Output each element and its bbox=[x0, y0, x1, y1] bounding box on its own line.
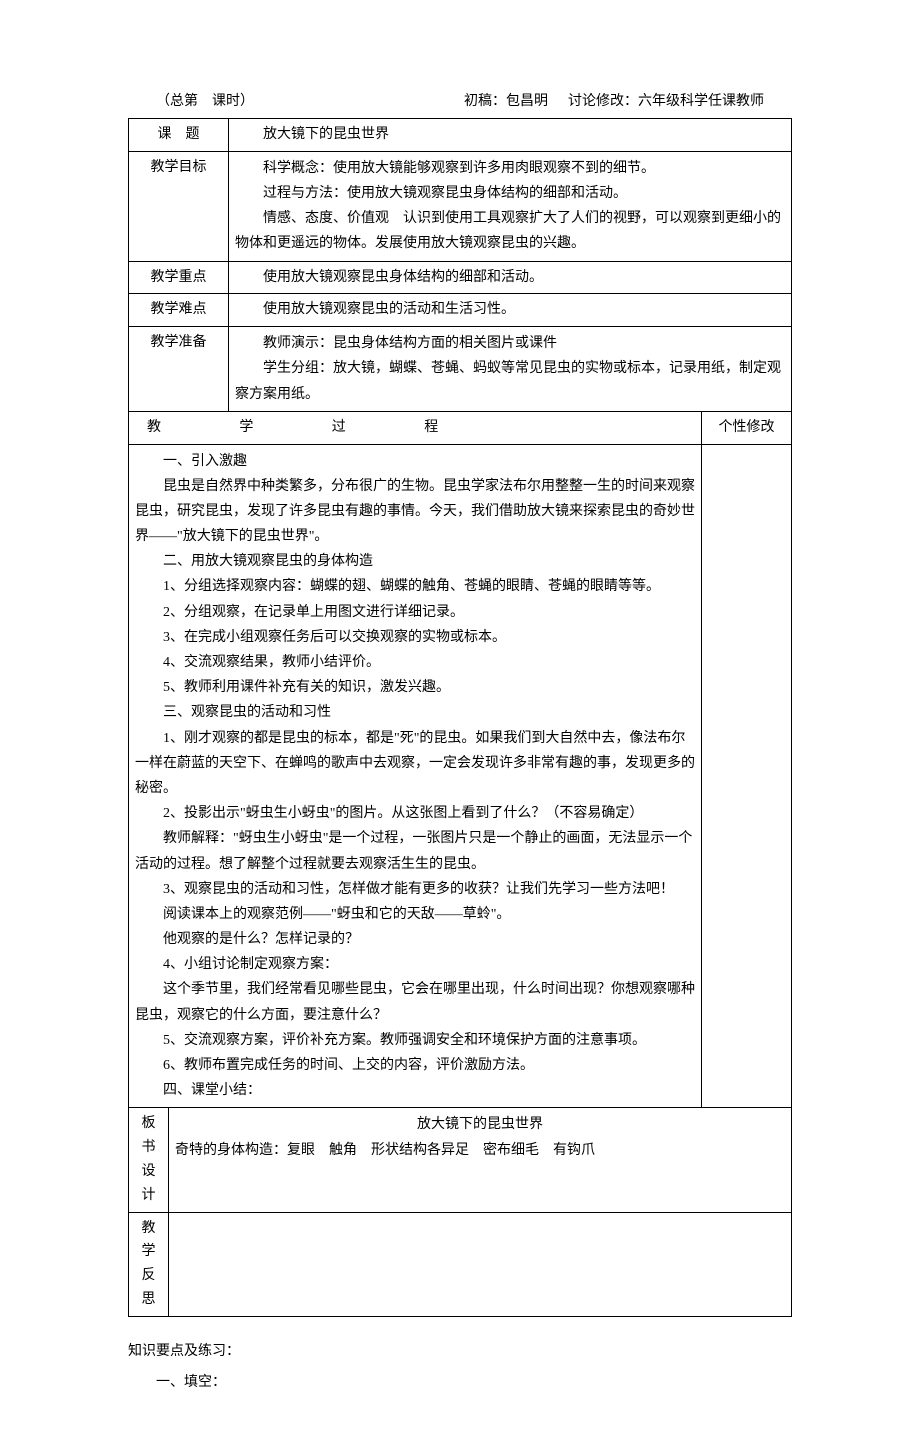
header-line: （总第 课时） 初稿：包昌明 讨论修改：六年级科学任课教师 bbox=[128, 90, 792, 110]
board-title: 放大镜下的昆虫世界 bbox=[175, 1112, 785, 1137]
value-topic: 放大镜下的昆虫世界 bbox=[229, 119, 792, 152]
goal-line-1: 科学概念：使用放大镜能够观察到许多用肉眼观察不到的细节。 bbox=[235, 156, 785, 181]
goal-line-2: 过程与方法：使用放大镜观察昆虫身体结构的细部和活动。 bbox=[235, 181, 785, 206]
label-prep: 教学准备 bbox=[129, 327, 229, 412]
process-content: 一、引入激趣 昆虫是自然界中种类繁多，分布很广的生物。昆虫学家法布尔用整整一生的… bbox=[129, 444, 702, 1108]
value-prep: 教师演示：昆虫身体结构方面的相关图片或课件 学生分组：放大镜，蝴蝶、苍蝇、蚂蚁等… bbox=[229, 327, 792, 412]
s2-1: 1、分组选择观察内容：蝴蝶的翅、蝴蝶的触角、苍蝇的眼睛、苍蝇的眼睛等等。 bbox=[135, 574, 695, 599]
s2-3: 3、在完成小组观察任务后可以交换观察的实物或标本。 bbox=[135, 625, 695, 650]
lesson-plan-table: 课 题 放大镜下的昆虫世界 教学目标 科学概念：使用放大镜能够观察到许多用肉眼观… bbox=[128, 118, 792, 1317]
label-goal: 教学目标 bbox=[129, 151, 229, 261]
process-label-text: 教 学 过 程 bbox=[135, 420, 455, 435]
s3-3b: 阅读课本上的观察范例——"蚜虫和它的天敌——草蛉"。 bbox=[135, 902, 695, 927]
row-process-body: 一、引入激趣 昆虫是自然界中种类繁多，分布很广的生物。昆虫学家法布尔用整整一生的… bbox=[129, 444, 792, 1108]
lesson-plan-page: （总第 课时） 初稿：包昌明 讨论修改：六年级科学任课教师 课 题 放大镜下的昆… bbox=[0, 0, 920, 1438]
value-goal: 科学概念：使用放大镜能够观察到许多用肉眼观察不到的细节。 过程与方法：使用放大镜… bbox=[229, 151, 792, 261]
header-left: （总第 课时） bbox=[156, 90, 254, 110]
row-board: 板书设计 放大镜下的昆虫世界 奇特的身体构造：复眼 触角 形状结构各异足 密布细… bbox=[129, 1108, 792, 1212]
row-difficulty: 教学难点 使用放大镜观察昆虫的活动和生活习性。 bbox=[129, 294, 792, 327]
row-keypoint: 教学重点 使用放大镜观察昆虫身体结构的细部和活动。 bbox=[129, 261, 792, 294]
s4-title: 四、课堂小结： bbox=[135, 1078, 695, 1103]
label-board: 板书设计 bbox=[129, 1108, 169, 1212]
s1-p1: 昆虫是自然界中种类繁多，分布很广的生物。昆虫学家法布尔用整整一生的时间来观察昆虫… bbox=[135, 474, 695, 550]
s3-2: 2、投影出示"蚜虫生小蚜虫"的图片。从这张图上看到了什么？（不容易确定） bbox=[135, 801, 695, 826]
s3-4: 4、小组讨论制定观察方案： bbox=[135, 952, 695, 977]
s3-2b: 教师解释："蚜虫生小蚜虫"是一个过程，一张图片只是一个静止的画面，无法显示一个活… bbox=[135, 826, 695, 876]
value-board: 放大镜下的昆虫世界 奇特的身体构造：复眼 触角 形状结构各异足 密布细毛 有钩爪 bbox=[169, 1108, 792, 1212]
s2-2: 2、分组观察，在记录单上用图文进行详细记录。 bbox=[135, 600, 695, 625]
row-reflection: 教学反思 bbox=[129, 1212, 792, 1316]
keypoint-text: 使用放大镜观察昆虫身体结构的细部和活动。 bbox=[235, 266, 785, 290]
s3-5: 5、交流观察方案，评价补充方案。教师强调安全和环境保护方面的注意事项。 bbox=[135, 1028, 695, 1053]
label-keypoint: 教学重点 bbox=[129, 261, 229, 294]
prep-line-2: 学生分组：放大镜，蝴蝶、苍蝇、蚂蚁等常见昆虫的实物或标本，记录用纸，制定观察方案… bbox=[235, 356, 785, 406]
label-topic: 课 题 bbox=[129, 119, 229, 152]
label-reflection: 教学反思 bbox=[129, 1212, 169, 1316]
value-reflection bbox=[169, 1212, 792, 1316]
difficulty-text: 使用放大镜观察昆虫的活动和生活习性。 bbox=[235, 298, 785, 322]
s1-title: 一、引入激趣 bbox=[135, 449, 695, 474]
s3-6: 6、教师布置完成任务的时间、上交的内容，评价激励方法。 bbox=[135, 1053, 695, 1078]
s2-5: 5、教师利用课件补充有关的知识，激发兴趣。 bbox=[135, 675, 695, 700]
personal-notes bbox=[702, 444, 792, 1108]
value-difficulty: 使用放大镜观察昆虫的活动和生活习性。 bbox=[229, 294, 792, 327]
s3-3c: 他观察的是什么？怎样记录的？ bbox=[135, 927, 695, 952]
prep-line-1: 教师演示：昆虫身体结构方面的相关图片或课件 bbox=[235, 331, 785, 356]
row-process-header: 教 学 过 程 个性修改 bbox=[129, 411, 792, 444]
s3-3: 3、观察昆虫的活动和习性，怎样做才能有更多的收获？让我们先学习一些方法吧！ bbox=[135, 877, 695, 902]
s3-title: 三、观察昆虫的活动和习性 bbox=[135, 700, 695, 725]
s3-1: 1、刚才观察的都是昆虫的标本，都是"死"的昆虫。如果我们到大自然中去，像法布尔一… bbox=[135, 726, 695, 802]
footer-heading: 知识要点及练习： bbox=[128, 1337, 792, 1368]
label-process: 教 学 过 程 bbox=[129, 411, 702, 444]
header-reviewer: 讨论修改：六年级科学任课教师 bbox=[568, 90, 764, 110]
header-author: 初稿：包昌明 bbox=[464, 90, 548, 110]
footer-sec1: 一、填空： bbox=[128, 1368, 792, 1399]
row-prep: 教学准备 教师演示：昆虫身体结构方面的相关图片或课件 学生分组：放大镜，蝴蝶、苍… bbox=[129, 327, 792, 412]
topic-text: 放大镜下的昆虫世界 bbox=[235, 123, 785, 147]
s3-4b: 这个季节里，我们经常看见哪些昆虫，它会在哪里出现，什么时间出现？你想观察哪种昆虫… bbox=[135, 977, 695, 1027]
row-topic: 课 题 放大镜下的昆虫世界 bbox=[129, 119, 792, 152]
goal-line-3: 情感、态度、价值观 认识到使用工具观察扩大了人们的视野，可以观察到更细小的物体和… bbox=[235, 206, 785, 256]
s2-title: 二、用放大镜观察昆虫的身体构造 bbox=[135, 549, 695, 574]
label-difficulty: 教学难点 bbox=[129, 294, 229, 327]
row-goal: 教学目标 科学概念：使用放大镜能够观察到许多用肉眼观察不到的细节。 过程与方法：… bbox=[129, 151, 792, 261]
value-keypoint: 使用放大镜观察昆虫身体结构的细部和活动。 bbox=[229, 261, 792, 294]
s2-4: 4、交流观察结果，教师小结评价。 bbox=[135, 650, 695, 675]
board-body: 奇特的身体构造：复眼 触角 形状结构各异足 密布细毛 有钩爪 bbox=[175, 1138, 785, 1163]
label-personal: 个性修改 bbox=[702, 411, 792, 444]
footer-section: 知识要点及练习： 一、填空： bbox=[128, 1337, 792, 1399]
